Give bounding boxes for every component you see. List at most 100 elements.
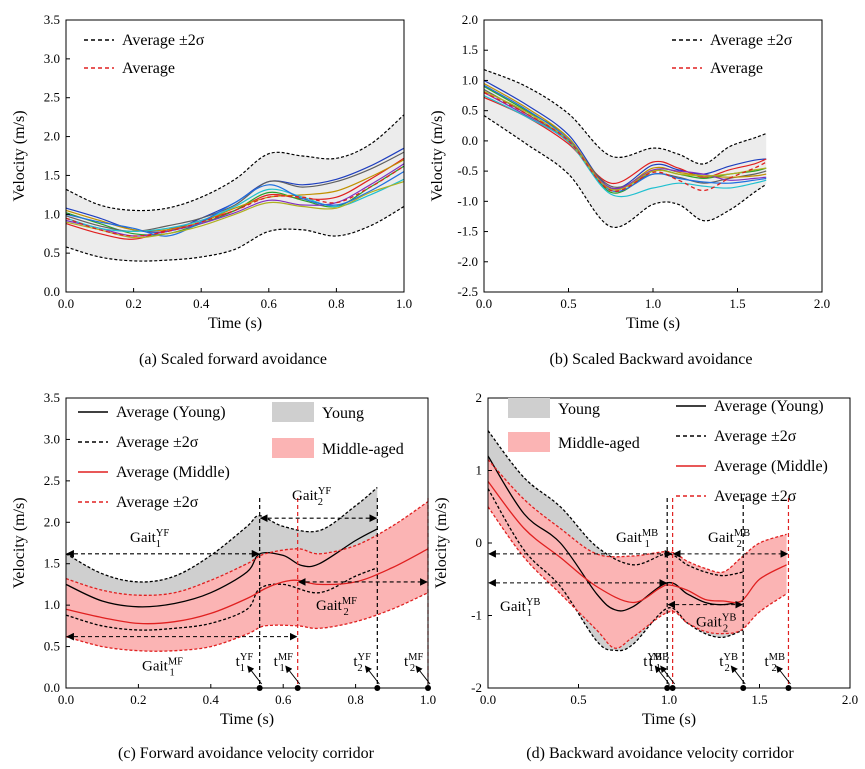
legend-young-sigma-label: Average ±2σ	[714, 428, 797, 445]
x-tick-label: 0.0	[58, 692, 74, 707]
y-tick-label: 3.0	[44, 431, 60, 446]
y-tick-label: 2.5	[44, 90, 60, 105]
lower-2sigma-line	[65, 205, 405, 262]
panel-b-scaled-backward: 0.0 0.5 1.0 1.5 2.0 -2.5 -2.0 -1.5 -1.0 -0.5 0.0 0.…	[429, 12, 830, 332]
x-tick-label: 0.8	[328, 296, 344, 311]
x-tick-label: 1.0	[396, 296, 412, 311]
y-tick-label: 0.5	[44, 639, 60, 654]
event-arrow-1	[247, 665, 263, 685]
x-axis-label: Time (s)	[626, 315, 680, 332]
x-tick-label: 0.4	[203, 692, 220, 707]
legend-middle-band-label: Middle-aged	[322, 441, 404, 458]
legend-middle-sigma-label: Average ±2σ	[116, 494, 199, 511]
x-tick-label: 0.6	[261, 296, 278, 311]
y-tick-label: 2.0	[44, 514, 60, 529]
y-tick-label: 3.0	[44, 51, 60, 66]
trial-line-2	[483, 96, 767, 184]
y-axis-label: Velocity (m/s)	[11, 110, 28, 201]
event-arrow-2	[285, 665, 301, 685]
young-lower-2sigma	[65, 567, 378, 631]
x-axis-label: Time (s)	[208, 315, 262, 332]
event-arrow-3	[730, 665, 746, 685]
y-tick-label: 0.0	[462, 133, 478, 148]
y-tick-label: 1.0	[462, 72, 478, 87]
y-axis-label: Velocity (m/s)	[11, 497, 28, 588]
trial-line-5	[65, 159, 405, 232]
event-label-1: tYF 1	[236, 652, 254, 674]
event-label-4: tMF 2	[404, 652, 424, 674]
legend-young-band-label: Young	[322, 405, 364, 422]
event-label-3: tYF 2	[353, 652, 371, 674]
plot-frame-c	[65, 397, 429, 689]
x-tick-label: 1.0	[645, 296, 661, 311]
legend-young-band-swatch	[508, 398, 550, 418]
y-axis-label: Velocity (m/s)	[429, 110, 446, 201]
x-tick-label: 0.2	[130, 692, 146, 707]
x-tick-label: 1.5	[751, 692, 767, 707]
caption-d: (d) Backward avoidance velocity corridor	[526, 745, 794, 762]
y-tick-label: -1	[471, 608, 482, 623]
y-tick-label: -2	[471, 680, 482, 695]
event-label-4: tMB 2	[764, 652, 785, 674]
x-tick-label: 0.0	[58, 296, 74, 311]
y-tick-label: 3.5	[44, 390, 60, 405]
y-tick-label: 1.5	[462, 42, 478, 57]
x-tick-label: 0.2	[125, 296, 141, 311]
legend-sigma-label: Average ±2σ	[710, 32, 793, 49]
plot-frame-a	[65, 19, 405, 293]
x-tick-label: 0.8	[347, 692, 363, 707]
average-young-line	[65, 528, 378, 608]
young-band	[66, 487, 378, 631]
event-label-1: tYB 1	[643, 652, 662, 674]
middle-lower-2sigma	[65, 592, 429, 652]
event-label-2: tMB 1	[649, 652, 670, 674]
event-label-2: tMF 1	[274, 652, 294, 674]
panel-c-forward-corridor: tYF 1 tMF 1 tYF 2 tMF 2 0.0 0.2 0.4 0.6 0.8 1.0 0.0 0.5…	[11, 390, 436, 728]
legend-average-young-label: Average (Young)	[714, 398, 824, 415]
y-tick-label: 3.5	[44, 12, 60, 27]
gait-label-YB1: GaitYB 1	[500, 597, 540, 619]
gait-label-YF2: GaitYF 2	[292, 486, 331, 508]
y-tick-label: 0.0	[44, 284, 60, 299]
y-tick-label: 2.0	[44, 129, 60, 144]
x-tick-label: 0.5	[560, 296, 576, 311]
y-tick-label: -2.5	[457, 284, 478, 299]
trial-line-9	[65, 181, 405, 239]
x-tick-label: 1.0	[420, 692, 436, 707]
event-arrow-2	[660, 665, 676, 685]
gait-label-MB1: GaitMB 1	[616, 528, 658, 550]
x-tick-label: 2.0	[814, 296, 830, 311]
y-tick-label: 1.5	[44, 556, 60, 571]
y-tick-label: 2.0	[462, 12, 478, 27]
y-tick-label: 0	[476, 535, 483, 550]
legend-middle-sigma-label: Average ±2σ	[714, 488, 797, 505]
average-line	[65, 165, 405, 237]
y-tick-label: -0.5	[457, 163, 478, 178]
caption-c: (c) Forward avoidance velocity corridor	[118, 745, 375, 762]
legend-average-label: Average	[122, 60, 175, 77]
gait-label-YF1: GaitYF 1	[130, 528, 169, 550]
x-axis-label: Time (s)	[642, 711, 696, 728]
trial-line-8	[65, 170, 405, 237]
y-axis-label: Velocity (m/s)	[433, 497, 450, 588]
average-line	[483, 91, 767, 192]
trial-line-7	[483, 95, 767, 198]
x-tick-label: 0.4	[193, 296, 210, 311]
trial-line-8	[483, 84, 767, 193]
legend-sigma-label: Average ±2σ	[122, 32, 205, 49]
x-tick-label: 1.5	[729, 296, 745, 311]
y-tick-label: -1.0	[457, 193, 478, 208]
x-axis-label: Time (s)	[220, 711, 274, 728]
caption-b: (b) Scaled Backward avoidance	[549, 351, 752, 368]
event-arrow-3	[364, 665, 380, 685]
sigma-band	[484, 69, 767, 228]
legend-middle-band-swatch	[272, 438, 314, 458]
event-arrow-1	[654, 665, 670, 685]
trial-line-5	[483, 82, 767, 191]
trial-line-9	[483, 90, 767, 191]
event-arrow-4	[776, 665, 791, 685]
caption-a: (a) Scaled forward avoidance	[139, 351, 327, 368]
x-tick-label: 0.0	[476, 296, 492, 311]
